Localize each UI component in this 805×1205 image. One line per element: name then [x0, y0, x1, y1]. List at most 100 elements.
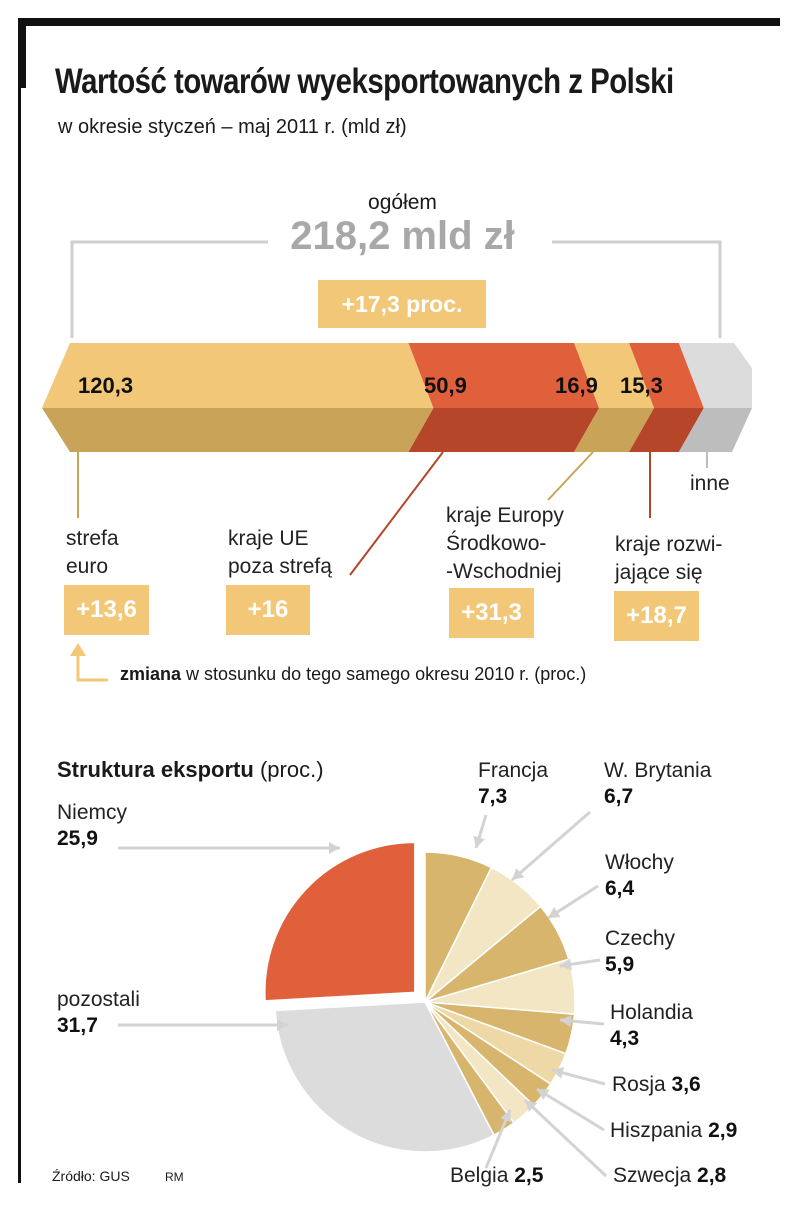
bar-side-ceeu [574, 408, 655, 452]
frame-top-bar [18, 18, 780, 26]
pie-label-francja-value: 7,3 [478, 785, 508, 808]
change-badge-ceeu: +31,3 [449, 588, 534, 638]
change-badge-dev: +18,7 [614, 591, 699, 641]
pie-label-szwecja-name: Szwecja [613, 1164, 692, 1187]
bar-side-euro [42, 408, 434, 452]
pie-label-niemcy-name: Niemcy [57, 801, 128, 824]
region-ue-line1: kraje UE [228, 527, 309, 550]
pointer-head-rosja [552, 1067, 565, 1079]
pie-label-belgia: Belgia 2,5 [450, 1163, 543, 1189]
pointer-head-pozostali [277, 1019, 288, 1031]
region-other: inne [690, 472, 730, 495]
pointer-hiszpania [536, 1087, 605, 1132]
bar-label-euro: 120,3 [78, 373, 134, 398]
bar-top-dev [629, 343, 704, 408]
pie-label-niemcy-value: 25,9 [57, 827, 98, 850]
pie-label-francja-name: Francja [478, 759, 549, 782]
change-note: zmiana w stosunku do tego samego okresu … [120, 664, 586, 685]
pointer-wbrytania [511, 810, 591, 882]
pie-label-pozostali-name: pozostali [57, 988, 140, 1011]
pie-label-czechy-value: 5,9 [605, 953, 635, 976]
pie-label-rosja-name: Rosja [612, 1073, 666, 1096]
region-ceeu-line2: Środkowo- [446, 532, 547, 555]
pie-pointers [118, 810, 608, 1178]
note-arrowhead [70, 643, 86, 656]
pie-label-czechy: Czechy 5,9 [605, 926, 675, 978]
bar-top-ue [408, 343, 600, 408]
region-ceeu-line3: -Wschodniej [446, 560, 562, 583]
pie-chart [264, 841, 576, 1153]
pie-label-wlochy-value: 6,4 [605, 877, 635, 900]
change-badge-euro: +13,6 [64, 585, 149, 635]
total-label: ogółem [368, 191, 437, 214]
pie-label-wbrytania-name: W. Brytania [604, 759, 712, 782]
pie-label-hiszpania-value: 2,9 [708, 1119, 738, 1142]
pie-label-wbrytania-value: 6,7 [604, 785, 634, 808]
pie-label-hiszpania: Hiszpania 2,9 [610, 1118, 737, 1144]
bar-side-other [678, 408, 752, 452]
bar-top-euro [42, 343, 434, 408]
leader-ue [349, 451, 444, 576]
bar-label-ceeu: 16,9 [555, 373, 598, 398]
region-dev-line2: jające się [615, 561, 703, 584]
pie-label-belgia-value: 2,5 [514, 1164, 544, 1187]
pie-label-pozostali: pozostali 31,7 [57, 987, 140, 1039]
total-bracket-right [552, 240, 722, 338]
total-bracket-left [70, 240, 268, 338]
pointer-head-holandia [560, 1015, 572, 1027]
author-initials: RM [165, 1170, 184, 1184]
pointer-szwecja [523, 1098, 608, 1178]
bar-label-dev: 15,3 [620, 373, 663, 398]
pie-label-rosja: Rosja 3,6 [612, 1072, 701, 1098]
region-euro: strefa euro [66, 525, 119, 581]
pointer-head-szwecja [525, 1100, 538, 1112]
region-ue: kraje UE poza strefą [228, 525, 332, 581]
pointer-head-wbrytania [512, 868, 525, 880]
frame-corner [18, 18, 26, 88]
region-euro-line1: strefa [66, 527, 119, 550]
bar-top-other [678, 343, 752, 408]
note-arrow [76, 648, 108, 682]
pie-label-rosja-value: 3,6 [671, 1073, 701, 1096]
pointer-head-francja [473, 835, 485, 848]
chart-subtitle: w okresie styczeń – maj 2011 r. (mld zł) [58, 116, 407, 138]
pie-title: Struktura eksportu (proc.) [57, 757, 324, 783]
pointer-head-belgia [500, 1110, 512, 1123]
leader-ceeu [547, 451, 594, 501]
pointer-head-niemcy [329, 842, 340, 854]
source-note: Źródło: GUS [52, 1168, 130, 1184]
export-bar [42, 343, 752, 452]
pie-label-holandia-name: Holandia [610, 1001, 693, 1024]
region-ue-line2: poza strefą [228, 555, 332, 578]
region-dev-line1: kraje rozwi- [615, 533, 723, 556]
pie-label-hiszpania-name: Hiszpania [610, 1119, 703, 1142]
pie-slice-pozostali [274, 1001, 495, 1153]
pie-unit: (proc.) [259, 757, 324, 782]
pie-slice-niemcy [264, 841, 416, 1002]
change-badge-ue: +16 [226, 585, 310, 635]
chart-title: Wartość towarów wyeksportowanych z Polsk… [55, 62, 674, 101]
region-euro-line2: euro [66, 555, 109, 578]
pointer-head-wlochy [548, 907, 561, 918]
pie-label-niemcy: Niemcy 25,9 [57, 800, 127, 852]
pie-label-czechy-name: Czechy [605, 927, 676, 950]
frame-left-line [18, 88, 21, 1183]
total-value: 218,2 mld zł [290, 214, 515, 258]
region-ceeu: kraje Europy Środkowo- -Wschodniej [446, 502, 564, 586]
pie-label-holandia-value: 4,3 [610, 1027, 640, 1050]
pie-label-francja: Francja 7,3 [478, 758, 548, 810]
change-note-text: w stosunku do tego samego okresu 2010 r.… [181, 664, 587, 684]
pie-title-text: Struktura eksportu [57, 757, 254, 782]
bar-side-ue [408, 408, 600, 452]
bar-side-dev [629, 408, 704, 452]
pointer-head-hiszpania [537, 1089, 550, 1100]
total-change-badge: +17,3 proc. [318, 280, 486, 328]
pie-label-pozostali-value: 31,7 [57, 1014, 98, 1037]
pointer-head-czechy [560, 958, 572, 971]
region-dev: kraje rozwi- jające się [615, 531, 722, 587]
region-ceeu-line1: kraje Europy [446, 504, 564, 527]
pie-label-wlochy: Włochy 6,4 [605, 850, 674, 902]
pie-label-szwecja-value: 2,8 [697, 1164, 727, 1187]
pie-label-wbrytania: W. Brytania 6,7 [604, 758, 711, 810]
